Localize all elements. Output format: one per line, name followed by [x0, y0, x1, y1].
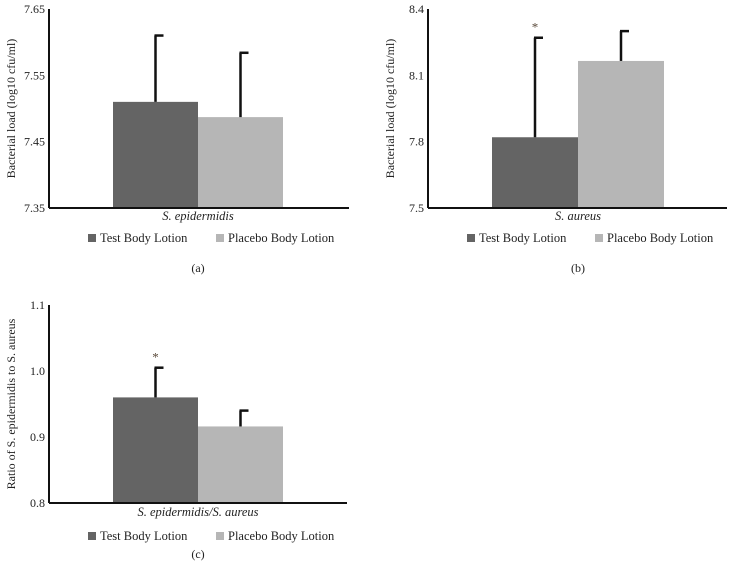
y-tick-label: 7.5 [409, 201, 424, 215]
y-axis-label: Ratio of S. epidermidis to S. aureus [4, 318, 18, 489]
y-tick-label: 7.45 [24, 135, 45, 149]
x-category-label: S. aureus [555, 209, 601, 223]
panel-label: (a) [191, 261, 204, 275]
legend-label-test: Test Body Lotion [100, 231, 188, 245]
bar-test [113, 397, 198, 503]
y-tick-label: 7.8 [409, 135, 424, 149]
legend-label-placebo: Placebo Body Lotion [228, 231, 335, 245]
y-axis-label: Bacterial load (log10 cfu/ml) [383, 39, 397, 179]
panel-c: 0.8 0.9 1.0 1.1 Ratio of S. epidermidis to S… [4, 298, 347, 561]
bar-placebo [198, 117, 283, 208]
legend-label-placebo: Placebo Body Lotion [228, 529, 335, 543]
y-axis-label: Bacterial load (log10 cfu/ml) [4, 39, 18, 179]
legend-swatch-placebo [595, 234, 603, 242]
x-category-label: S. epidermidis/S. aureus [137, 505, 258, 519]
significance-asterisk: * [532, 20, 539, 35]
panel-a: 7.35 7.45 7.55 7.65 Bacterial load (log10 cf… [4, 2, 349, 275]
y-tick-label: 7.35 [24, 201, 45, 215]
legend-swatch-test [88, 532, 96, 540]
bar-placebo [578, 60, 664, 208]
legend-swatch-placebo [216, 234, 224, 242]
panel-label: (c) [191, 547, 204, 561]
legend-swatch-test [88, 234, 96, 242]
legend-swatch-test [467, 234, 475, 242]
bar-test [113, 101, 198, 208]
legend-swatch-placebo [216, 532, 224, 540]
legend-label-test: Test Body Lotion [479, 231, 567, 245]
significance-asterisk: * [152, 350, 159, 365]
bar-placebo [198, 426, 283, 503]
x-category-label: S. epidermidis [162, 209, 234, 223]
y-tick-label: 8.1 [409, 68, 424, 82]
legend-label-test: Test Body Lotion [100, 529, 188, 543]
y-tick-label: 7.55 [24, 68, 45, 82]
legend-label-placebo: Placebo Body Lotion [607, 231, 714, 245]
y-tick-label: 0.8 [30, 496, 45, 510]
y-tick-label: 0.9 [30, 430, 45, 444]
y-tick-label: 1.1 [30, 298, 45, 312]
y-tick-label: 7.65 [24, 2, 45, 16]
y-tick-label: 8.4 [409, 2, 424, 16]
panel-b: 7.5 7.8 8.1 8.4 Bacterial load (log10 cfu/ml… [383, 2, 727, 275]
bar-test [492, 137, 578, 208]
panel-label: (b) [571, 261, 585, 275]
y-tick-label: 1.0 [30, 364, 45, 378]
